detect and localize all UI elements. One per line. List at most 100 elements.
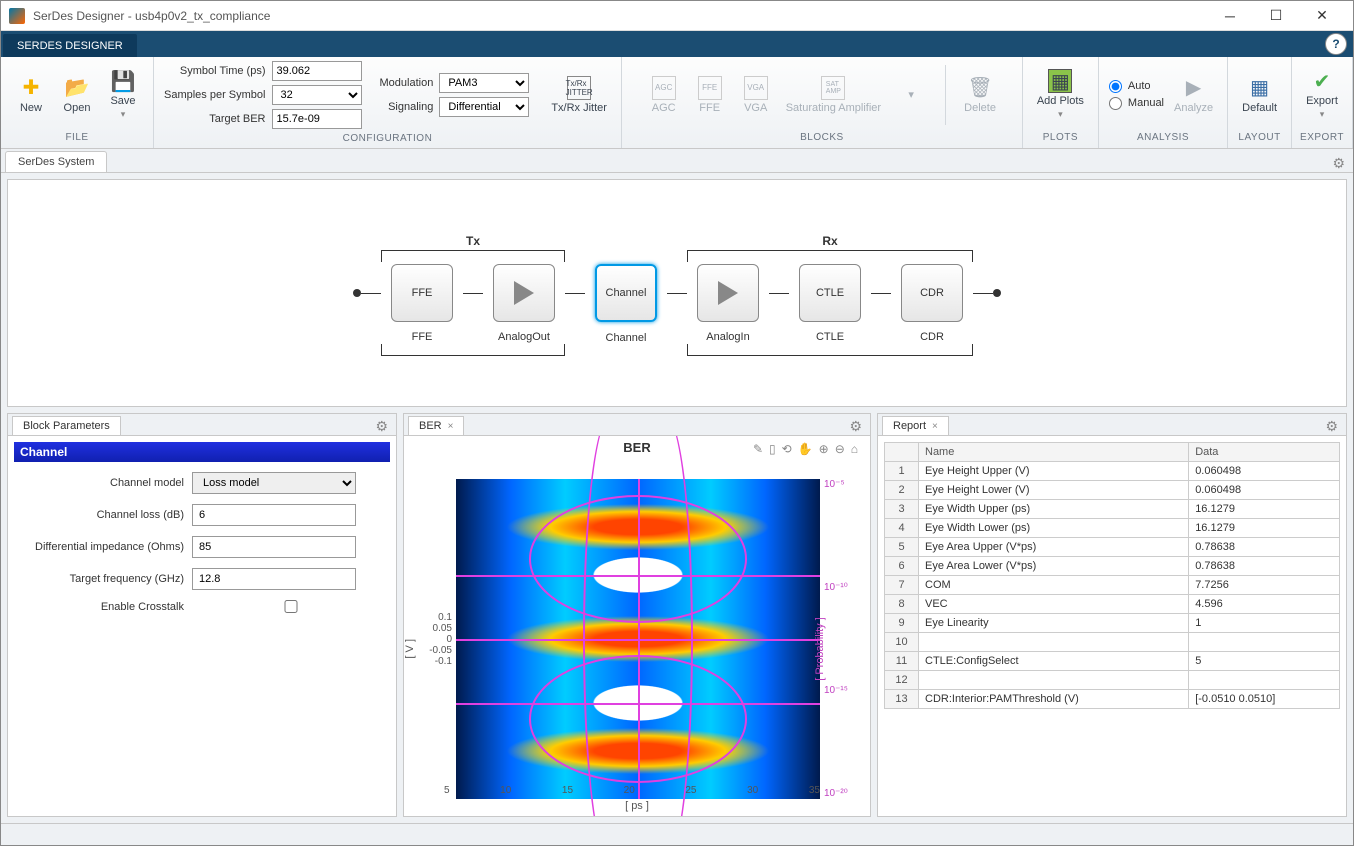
channel-model-select[interactable]: Loss model (192, 472, 356, 494)
close-button[interactable]: ✕ (1299, 1, 1345, 31)
table-row[interactable]: 8VEC4.596 (885, 595, 1340, 614)
analyze-button[interactable]: ▶Analyze (1170, 74, 1217, 116)
table-row[interactable]: 13CDR:Interior:PAMThreshold (V)[-0.0510 … (885, 690, 1340, 709)
folder-icon: 📂 (65, 76, 89, 100)
modulation-select[interactable]: PAM3 (439, 73, 529, 93)
block-ctle[interactable]: CTLECTLE (799, 264, 861, 322)
play-icon: ▶ (1182, 76, 1206, 100)
satamp-block-button[interactable]: SATAMPSaturating Amplifier (782, 74, 885, 116)
close-icon[interactable]: × (932, 421, 938, 432)
tab-block-parameters[interactable]: Block Parameters (12, 416, 121, 435)
agc-block-button[interactable]: AGCAGC (644, 74, 684, 116)
app-logo-icon (9, 8, 25, 24)
eye-diagram-plot[interactable] (456, 479, 820, 799)
manual-radio[interactable] (1109, 97, 1122, 110)
block-ffe[interactable]: FFEFFE (391, 264, 453, 322)
ribbon-group-analysis: Auto Manual ▶Analyze ANALYSIS (1099, 57, 1228, 148)
save-button[interactable]: 💾Save▾ (103, 67, 143, 122)
symbol-time-input[interactable] (272, 61, 362, 81)
vga-block-button[interactable]: VGAVGA (736, 74, 776, 116)
tab-serdes-system[interactable]: SerDes System (5, 151, 107, 172)
triangle-icon (514, 281, 534, 305)
panel-gear-icon[interactable]: ⚙ (849, 418, 862, 435)
target-freq-label: Target frequency (GHz) (14, 573, 184, 585)
ffe-block-button[interactable]: FFEFFE (690, 74, 730, 116)
datatip-icon[interactable]: ▯ (769, 442, 776, 456)
y-axis-label: [ V ] (404, 639, 416, 659)
table-row[interactable]: 4Eye Width Lower (ps)16.1279 (885, 519, 1340, 538)
plot-icon: ▦ (1048, 69, 1072, 93)
system-tabstrip: SerDes System ⚙ (1, 149, 1353, 173)
ribbon-tabstrip: SERDES DESIGNER ? (1, 31, 1353, 57)
close-icon[interactable]: × (448, 421, 454, 432)
chevron-down-icon: ▾ (908, 88, 914, 101)
system-canvas[interactable]: Tx FFEFFE AnalogOut ChannelChannel Rx (7, 179, 1347, 407)
table-row[interactable]: 10 (885, 633, 1340, 652)
block-analogin[interactable]: AnalogIn (697, 264, 759, 322)
save-icon: 💾 (111, 69, 135, 93)
main: SerDes System ⚙ Tx FFEFFE AnalogOut (1, 149, 1353, 823)
table-row[interactable]: 3Eye Width Upper (ps)16.1279 (885, 500, 1340, 519)
target-ber-input[interactable] (272, 109, 362, 129)
tab-ber[interactable]: BER× (408, 416, 464, 435)
home-icon[interactable]: ⌂ (851, 442, 858, 456)
pan-icon[interactable]: ✋ (798, 442, 813, 456)
ribbon-tab-serdes[interactable]: SERDES DESIGNER (3, 34, 137, 57)
table-row[interactable]: 6Eye Area Lower (V*ps)0.78638 (885, 557, 1340, 576)
zoomout-icon[interactable]: ⊖ (835, 442, 845, 456)
brush-icon[interactable]: ✎ (753, 442, 763, 456)
panel-gear-icon[interactable]: ⚙ (1332, 155, 1345, 172)
table-row[interactable]: 11CTLE:ConfigSelect5 (885, 652, 1340, 671)
table-row[interactable]: 1Eye Height Upper (V)0.060498 (885, 462, 1340, 481)
crosstalk-checkbox[interactable] (192, 600, 390, 613)
auto-radio[interactable] (1109, 80, 1122, 93)
block-parameters-panel: Block Parameters ⚙ Channel Channel model… (7, 413, 397, 817)
modulation-label: Modulation (380, 77, 434, 89)
block-more-button[interactable]: ▾ (891, 86, 931, 103)
ffe-icon: FFE (698, 76, 722, 100)
rotate-icon[interactable]: ⟲ (782, 442, 792, 456)
minimize-button[interactable]: ─ (1207, 1, 1253, 31)
diff-impedance-input[interactable] (192, 536, 356, 558)
table-row[interactable]: 2Eye Height Lower (V)0.060498 (885, 481, 1340, 500)
delete-button[interactable]: 🗑Delete (960, 74, 1000, 116)
x-axis: 5101520253035 (444, 785, 820, 796)
report-table: NameData 1Eye Height Upper (V)0.0604982E… (884, 442, 1340, 709)
table-row[interactable]: 5Eye Area Upper (V*ps)0.78638 (885, 538, 1340, 557)
ribbon: ✚New 📂Open 💾Save▾ FILE Symbol Time (ps) … (1, 57, 1353, 149)
new-button[interactable]: ✚New (11, 74, 51, 116)
export-button[interactable]: ✔Export▾ (1302, 67, 1342, 122)
x-axis-label: [ ps ] (404, 800, 870, 812)
help-icon[interactable]: ? (1325, 33, 1347, 55)
samples-select[interactable]: 32 (272, 85, 362, 105)
table-row[interactable]: 7COM7.7256 (885, 576, 1340, 595)
table-row[interactable]: 9Eye Linearity1 (885, 614, 1340, 633)
triangle-icon (718, 281, 738, 305)
block-channel[interactable]: ChannelChannel (595, 264, 657, 322)
block-analogout[interactable]: AnalogOut (493, 264, 555, 322)
zoomin-icon[interactable]: ⊕ (819, 442, 829, 456)
jitter-button[interactable]: Tx/RxJITTERTx/Rx Jitter (547, 74, 611, 116)
panel-gear-icon[interactable]: ⚙ (1325, 418, 1338, 435)
samples-label: Samples per Symbol (164, 89, 266, 101)
open-button[interactable]: 📂Open (57, 74, 97, 116)
agc-icon: AGC (652, 76, 676, 100)
panel-gear-icon[interactable]: ⚙ (375, 418, 388, 435)
tab-report[interactable]: Report× (882, 416, 949, 435)
signaling-select[interactable]: Differential (439, 97, 529, 117)
channel-loss-input[interactable] (192, 504, 356, 526)
add-plots-button[interactable]: ▦Add Plots▾ (1033, 67, 1088, 122)
maximize-button[interactable]: ☐ (1253, 1, 1299, 31)
table-row[interactable]: 12 (885, 671, 1340, 690)
trash-icon: 🗑 (968, 76, 992, 100)
right-axis: 10⁻⁵10⁻¹⁰10⁻¹⁵10⁻²⁰ (824, 479, 864, 799)
satamp-icon: SATAMP (821, 76, 845, 100)
ribbon-group-layout: ▦Default LAYOUT (1228, 57, 1292, 148)
ber-panel: BER× ⚙ BER ✎ ▯ ⟲ ✋ ⊕ ⊖ ⌂ (403, 413, 871, 817)
block-cdr[interactable]: CDRCDR (901, 264, 963, 322)
default-layout-button[interactable]: ▦Default (1238, 74, 1281, 116)
ribbon-group-file: ✚New 📂Open 💾Save▾ FILE (1, 57, 154, 148)
port-dot (353, 289, 361, 297)
statusbar (1, 823, 1353, 845)
target-freq-input[interactable] (192, 568, 356, 590)
